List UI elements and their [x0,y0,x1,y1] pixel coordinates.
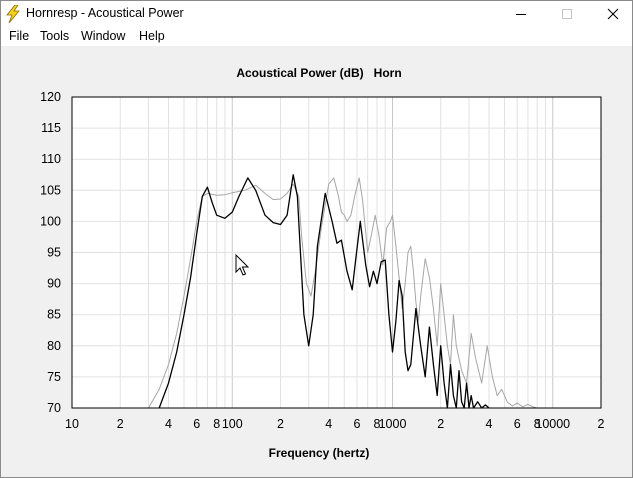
x-tick-label: 2 [437,417,444,431]
reference-trace-line [148,177,538,409]
x-axis-label: Frequency (hertz) [269,446,370,460]
x-tick-label: 8 [373,417,380,431]
svg-text:Acoustical Power (dB)Horn: Acoustical Power (dB) Horn [236,66,401,80]
x-tick-label: 6 [193,417,200,431]
x-tick-label: 4 [325,417,332,431]
x-tick-label: 1000 [379,417,407,431]
y-tick-label: 90 [47,277,61,291]
y-tick-label: 85 [47,308,61,322]
window-title: Hornresp - Acoustical Power [26,6,184,20]
x-tick-label: 6 [514,417,521,431]
x-tick-label: 8 [534,417,541,431]
traces [148,174,538,409]
y-tick-label: 80 [47,339,61,353]
chart-subtitle: Horn [374,66,402,80]
title-bar[interactable]: Hornresp - Acoustical Power [1,1,632,27]
menu-help[interactable]: Help [139,29,165,43]
menu-file[interactable]: File [9,29,30,43]
x-tick-label: 100 [222,417,243,431]
primary-trace-line [158,174,490,409]
y-tick-label: 95 [47,246,61,260]
plot-frame [71,96,602,409]
chart-title: Acoustical Power (dB) [236,66,363,80]
y-tick-label: 110 [41,152,61,166]
y-tick-label: 100 [40,214,61,228]
x-tick-label: 2 [277,417,284,431]
close-icon [607,8,619,20]
x-tick-label: 4 [486,417,493,431]
maximize-icon [562,9,572,19]
mouse-pointer-icon [235,253,250,276]
y-tick-label: 120 [40,90,61,104]
x-tick-label: 2 [598,417,605,431]
y-tick-label: 115 [41,121,61,135]
y-tick-label: 70 [47,401,61,415]
x-tick-label: 4 [165,417,172,431]
x-tick-label: 8 [213,417,220,431]
maximize-button[interactable] [544,1,590,27]
menu-bar: File Tools Window Help [1,27,632,46]
x-tick-label: 6 [353,417,360,431]
menu-tools[interactable]: Tools [40,29,70,43]
menu-window[interactable]: Window [81,29,126,43]
x-tick-label: 2 [117,417,124,431]
y-tick-labels: 70 75 80 85 90 95 100 105 110 115 120 [40,90,61,415]
y-tick-label: 105 [40,183,61,197]
chart-area: Acoustical Power (dB) Horn 70 75 80 85 90 95 10… [1,46,632,477]
grid-lines [72,97,601,408]
x-tick-label: 10000 [535,417,570,431]
x-tick-label: 10 [65,417,79,431]
minimize-button[interactable] [498,1,544,27]
y-tick-label: 75 [47,370,61,384]
lightning-bolt-icon [6,5,20,23]
acoustical-power-chart[interactable]: Acoustical Power (dB) Horn 70 75 80 85 90 95 10… [1,46,632,477]
close-button[interactable] [590,1,633,27]
minimize-icon [516,14,526,15]
